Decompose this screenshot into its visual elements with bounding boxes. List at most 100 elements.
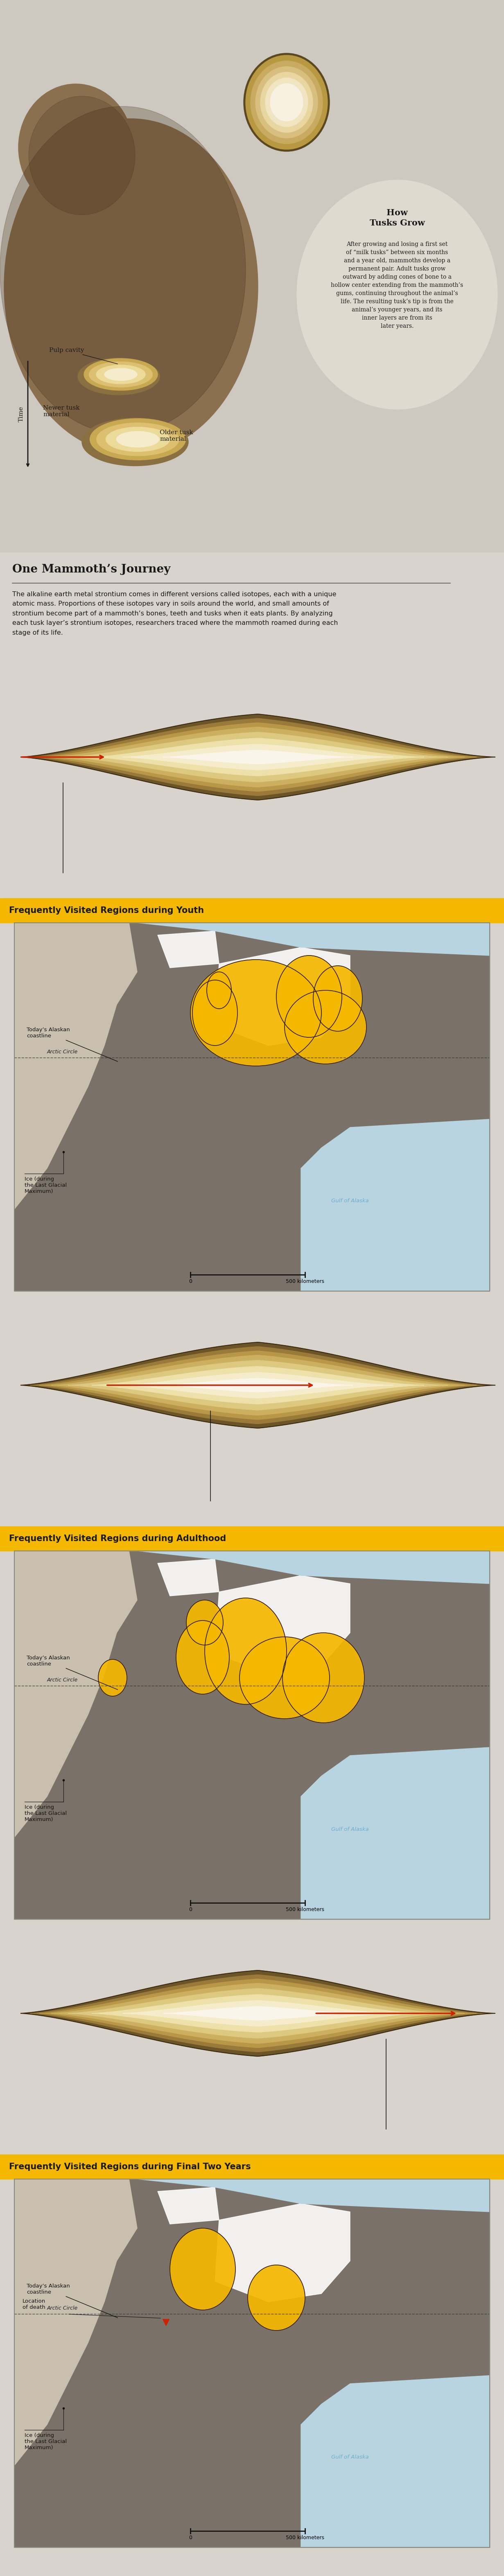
Bar [14,2179,490,2548]
Polygon shape [137,1551,490,1584]
Polygon shape [39,1350,476,1419]
Text: Gulf of Alaska: Gulf of Alaska [331,1198,369,1203]
Ellipse shape [0,106,245,433]
Polygon shape [30,1347,486,1425]
Polygon shape [51,1984,465,2043]
Polygon shape [163,1378,353,1391]
Ellipse shape [29,95,135,214]
Polygon shape [158,930,219,969]
Ellipse shape [82,417,188,466]
Bar [0,2154,504,2179]
Text: Frequently Visited Regions during Youth: Frequently Visited Regions during Youth [9,907,204,914]
Bar [0,0,504,551]
Ellipse shape [283,1633,364,1723]
Ellipse shape [97,422,179,456]
Text: Arctic Circle: Arctic Circle [47,1048,78,1054]
Bar [0,551,504,683]
Text: Today’s Alaskan
coastline: Today’s Alaskan coastline [27,1028,117,1061]
Ellipse shape [78,358,160,394]
Bar [0,899,504,922]
Text: One Mammoth’s Journey: One Mammoth’s Journey [12,564,170,574]
Text: Frequently Visited Regions during Adulthood: Frequently Visited Regions during Adulth… [9,1535,226,1543]
Ellipse shape [4,118,258,453]
Ellipse shape [106,428,170,451]
Polygon shape [92,739,424,775]
Text: How
Tusks Grow: How Tusks Grow [369,209,425,227]
Bar [14,2179,490,2548]
Bar [14,922,490,1291]
Bar [14,1551,490,1919]
Polygon shape [21,1342,495,1427]
Text: Arctic Circle: Arctic Circle [47,1677,78,1682]
Ellipse shape [176,1620,229,1695]
Text: Pulp cavity: Pulp cavity [49,348,117,363]
Polygon shape [30,719,486,796]
Ellipse shape [239,1636,330,1718]
Ellipse shape [285,989,366,1064]
Text: 500 kilometers: 500 kilometers [286,1278,324,1283]
Polygon shape [301,1747,490,1919]
Ellipse shape [19,85,133,211]
Polygon shape [163,750,353,765]
Ellipse shape [250,62,323,144]
Text: Today’s Alaskan
coastline: Today’s Alaskan coastline [27,2282,117,2318]
Ellipse shape [84,358,158,392]
Polygon shape [68,1360,448,1409]
Text: 0: 0 [188,2535,192,2540]
Polygon shape [30,1976,486,2053]
Bar [14,922,490,1291]
Text: Ice (during
the Last Glacial
Maximum): Ice (during the Last Glacial Maximum) [25,1806,67,1821]
Ellipse shape [265,77,308,126]
Ellipse shape [270,82,303,121]
Ellipse shape [297,180,497,410]
Ellipse shape [243,54,330,152]
Ellipse shape [98,1659,127,1695]
Polygon shape [301,2375,490,2548]
Ellipse shape [186,1600,223,1646]
Polygon shape [51,726,465,788]
Polygon shape [215,2202,350,2303]
Text: Location
of death: Location of death [23,2298,45,2311]
Ellipse shape [116,430,159,448]
Polygon shape [68,732,448,783]
Ellipse shape [193,979,237,1046]
Ellipse shape [104,368,137,381]
Polygon shape [21,1971,495,2056]
Bar [14,922,490,1291]
Text: Ice (during
the Last Glacial
Maximum): Ice (during the Last Glacial Maximum) [25,2432,67,2450]
Polygon shape [92,1994,424,2032]
Polygon shape [163,2007,353,2020]
Text: Frequently Visited Regions during Final Two Years: Frequently Visited Regions during Final … [9,2164,251,2172]
Ellipse shape [261,72,313,131]
Text: Gulf of Alaska: Gulf of Alaska [331,1826,369,1832]
Polygon shape [14,1551,137,1837]
Polygon shape [51,1355,465,1414]
Ellipse shape [170,2228,235,2311]
Text: Older tusk
material: Older tusk material [160,430,193,443]
Ellipse shape [247,2264,305,2331]
Text: Gulf of Alaska: Gulf of Alaska [331,2455,369,2460]
Polygon shape [215,1577,350,1674]
Polygon shape [158,1558,219,1597]
Polygon shape [14,922,137,1208]
Ellipse shape [89,361,153,386]
Bar [14,1551,490,1919]
Ellipse shape [313,966,362,1030]
Polygon shape [122,1373,393,1399]
Polygon shape [14,2179,137,2465]
Polygon shape [39,1978,476,2048]
Bar [0,1528,504,1551]
Polygon shape [137,2179,490,2213]
Text: Arctic Circle: Arctic Circle [47,2306,78,2311]
Text: 0: 0 [188,1278,192,1283]
Text: Time: Time [19,407,24,422]
Bar [14,1551,490,1919]
Polygon shape [92,1365,424,1404]
Ellipse shape [191,961,322,1066]
Text: After growing and losing a first set
of “milk tusks” between six months
and a ye: After growing and losing a first set of … [331,242,463,330]
Text: 500 kilometers: 500 kilometers [286,1906,324,1911]
Polygon shape [137,922,490,956]
Text: Newer tusk
material: Newer tusk material [43,404,80,417]
Ellipse shape [245,54,328,149]
Bar [14,2179,490,2548]
